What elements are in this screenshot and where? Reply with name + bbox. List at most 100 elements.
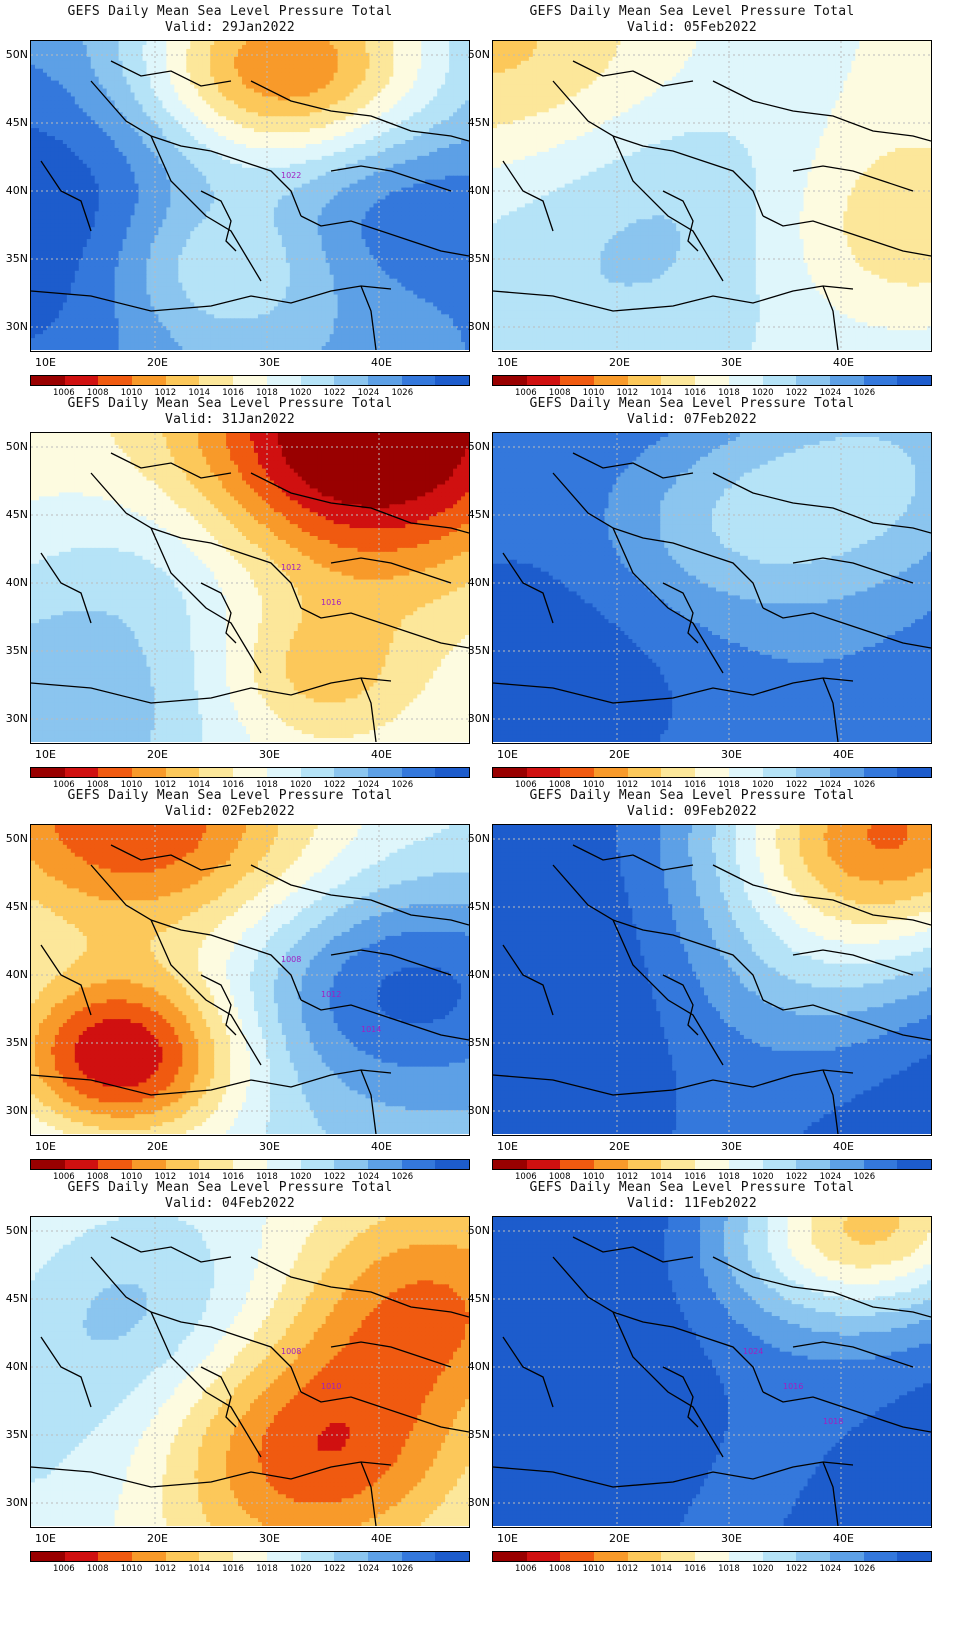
colorbar-labels: 1006 1008 1010 1012 1014 1016 1018 1020 1022 1024… bbox=[30, 1564, 470, 1576]
colorbar-segment bbox=[628, 768, 662, 777]
colorbar-segment bbox=[763, 1160, 797, 1169]
colorbar-segment bbox=[402, 1160, 436, 1169]
colorbar-segment bbox=[132, 1552, 166, 1561]
colorbar-segment bbox=[527, 376, 561, 385]
colorbar-segment bbox=[31, 1160, 65, 1169]
colorbar-segment bbox=[830, 1160, 864, 1169]
pressure-map: 1012 1016 bbox=[30, 432, 470, 744]
longitude-tick: 10E bbox=[35, 1140, 56, 1153]
latitude-tick: 30N bbox=[462, 1496, 490, 1509]
colorbar-segment bbox=[493, 768, 527, 777]
longitude-tick: 10E bbox=[497, 356, 518, 369]
colorbar-label: 1008 bbox=[87, 1564, 109, 1574]
isobar-label: 1022 bbox=[281, 171, 301, 180]
longitude-tick: 30E bbox=[721, 1140, 742, 1153]
isobar-label: 1018 bbox=[823, 1417, 843, 1426]
pressure-map bbox=[492, 824, 932, 1136]
colorbar-segment bbox=[334, 376, 368, 385]
longitude-tick: 40E bbox=[833, 1532, 854, 1545]
colorbar-segment bbox=[65, 376, 99, 385]
colorbar-segment bbox=[334, 1160, 368, 1169]
latitude-tick: 50N bbox=[0, 832, 28, 845]
longitude-tick: 20E bbox=[147, 1532, 168, 1545]
colorbar-segment bbox=[233, 768, 267, 777]
colorbar-label: 1014 bbox=[188, 1564, 210, 1574]
colorbar-segment bbox=[695, 1160, 729, 1169]
colorbar-segment bbox=[65, 768, 99, 777]
colorbar-segment bbox=[301, 1552, 335, 1561]
latitude-tick: 50N bbox=[0, 48, 28, 61]
map-panel: GEFS Daily Mean Sea Level Pressure Total… bbox=[0, 1180, 460, 1590]
longitude-tick: 20E bbox=[609, 748, 630, 761]
colorbar-segment bbox=[98, 376, 132, 385]
colorbar-segment bbox=[368, 376, 402, 385]
colorbar-segment bbox=[661, 768, 695, 777]
latitude-tick: 35N bbox=[0, 644, 28, 657]
colorbar-segment bbox=[560, 1160, 594, 1169]
latitude-tick: 35N bbox=[0, 252, 28, 265]
colorbar-segment bbox=[864, 1160, 898, 1169]
latitude-tick: 40N bbox=[462, 968, 490, 981]
colorbar-segment bbox=[166, 1160, 200, 1169]
longitude-tick: 10E bbox=[35, 748, 56, 761]
colorbar-label: 1024 bbox=[820, 1564, 842, 1574]
colorbar-segment bbox=[65, 1552, 99, 1561]
isobar-label: 1012 bbox=[281, 563, 301, 572]
latitude-tick: 30N bbox=[0, 1496, 28, 1509]
longitude-tick: 20E bbox=[147, 748, 168, 761]
colorbar-segment bbox=[199, 376, 233, 385]
colorbar-label: 1018 bbox=[256, 1564, 278, 1574]
latitude-tick: 30N bbox=[462, 712, 490, 725]
colorbar-segment bbox=[763, 1552, 797, 1561]
colorbar-label: 1018 bbox=[718, 1564, 740, 1574]
colorbar-segment bbox=[402, 768, 436, 777]
colorbar-segment bbox=[166, 768, 200, 777]
colorbar-label: 1014 bbox=[650, 1564, 672, 1574]
latitude-tick: 50N bbox=[462, 1224, 490, 1237]
colorbar-label: 1016 bbox=[222, 1564, 244, 1574]
isobar-label: 1012 bbox=[321, 990, 341, 999]
colorbar-segment bbox=[233, 1160, 267, 1169]
colorbar-segment bbox=[98, 1160, 132, 1169]
longitude-tick: 30E bbox=[259, 1140, 280, 1153]
isobar-label: 1014 bbox=[361, 1025, 381, 1034]
colorbar-segment bbox=[31, 1552, 65, 1561]
latitude-tick: 35N bbox=[0, 1036, 28, 1049]
colorbar-segment bbox=[199, 768, 233, 777]
colorbar-label: 1024 bbox=[358, 1564, 380, 1574]
panel-valid-date: Valid: 04Feb2022 bbox=[0, 1196, 460, 1212]
colorbar-segment bbox=[594, 1160, 628, 1169]
panel-valid-date: Valid: 05Feb2022 bbox=[462, 20, 922, 36]
colorbar-segment bbox=[31, 768, 65, 777]
colorbar-segment bbox=[199, 1160, 233, 1169]
panel-title: GEFS Daily Mean Sea Level Pressure Total bbox=[0, 788, 460, 804]
latitude-tick: 40N bbox=[462, 1360, 490, 1373]
longitude-tick: 30E bbox=[721, 1532, 742, 1545]
latitude-tick: 40N bbox=[0, 576, 28, 589]
longitude-tick: 30E bbox=[259, 356, 280, 369]
colorbar-segment bbox=[864, 768, 898, 777]
latitude-tick: 45N bbox=[462, 900, 490, 913]
colorbar-segment bbox=[493, 1160, 527, 1169]
colorbar-segment bbox=[267, 1160, 301, 1169]
pressure-map: 1022 bbox=[30, 40, 470, 352]
colorbar-segment bbox=[166, 376, 200, 385]
latitude-tick: 40N bbox=[0, 968, 28, 981]
colorbar-segment bbox=[729, 768, 763, 777]
colorbar-segment bbox=[267, 768, 301, 777]
longitude-tick: 40E bbox=[371, 748, 392, 761]
colorbar-label: 1020 bbox=[290, 1564, 312, 1574]
colorbar-label: 1026 bbox=[391, 1564, 413, 1574]
panel-valid-date: Valid: 29Jan2022 bbox=[0, 20, 460, 36]
longitude-tick: 40E bbox=[833, 748, 854, 761]
longitude-tick: 20E bbox=[609, 1140, 630, 1153]
isobar-label: 1016 bbox=[321, 598, 341, 607]
latitude-tick: 45N bbox=[462, 116, 490, 129]
colorbar-segment bbox=[594, 376, 628, 385]
latitude-tick: 30N bbox=[0, 712, 28, 725]
colorbar bbox=[492, 1551, 932, 1562]
longitude-tick: 40E bbox=[833, 1140, 854, 1153]
colorbar-label: 1020 bbox=[752, 1564, 774, 1574]
latitude-tick: 45N bbox=[0, 900, 28, 913]
panel-valid-date: Valid: 11Feb2022 bbox=[462, 1196, 922, 1212]
